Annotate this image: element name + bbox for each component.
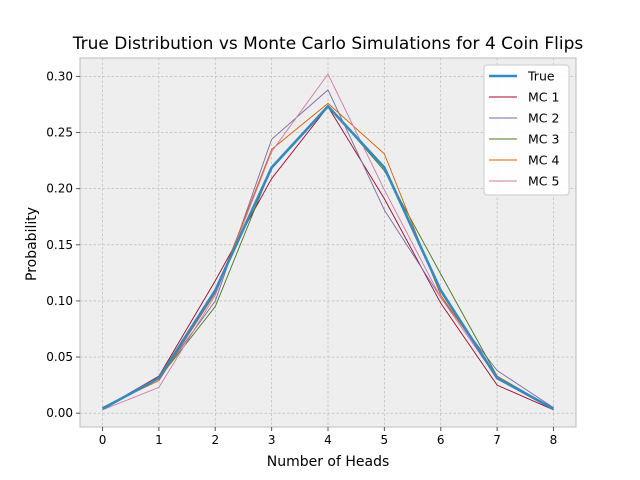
grid bbox=[80, 58, 576, 427]
legend-label: MC 2 bbox=[528, 111, 559, 126]
x-tick-label: 7 bbox=[493, 433, 501, 447]
y-tick-label: 0.25 bbox=[46, 126, 73, 140]
x-tick-label: 5 bbox=[381, 433, 389, 447]
series-line-true bbox=[101, 104, 555, 410]
x-tick-label: 1 bbox=[155, 433, 163, 447]
x-tick-label: 8 bbox=[550, 433, 558, 447]
legend-label: MC 4 bbox=[528, 153, 559, 168]
x-axis-label: Number of Heads bbox=[267, 454, 390, 470]
x-tick-label: 2 bbox=[211, 433, 219, 447]
axis-ticks: 0 1 2 3 4 5 6 7 8 0.00 0.05 0.10 0.15 0.20 0.25 0.30 bbox=[46, 69, 557, 447]
series-line-mc-5 bbox=[102, 73, 554, 411]
legend-box bbox=[483, 64, 570, 196]
x-tick-label: 3 bbox=[268, 433, 276, 447]
x-tick-label: 0 bbox=[99, 433, 107, 447]
legend-label: True bbox=[527, 69, 555, 84]
y-tick-label: 0.30 bbox=[46, 69, 73, 83]
legend-label: MC 3 bbox=[528, 132, 559, 147]
y-tick-label: 0.10 bbox=[46, 294, 73, 308]
x-tick-label: 6 bbox=[437, 433, 445, 447]
series-lines bbox=[101, 73, 555, 411]
legend-label: MC 1 bbox=[528, 90, 559, 105]
x-tick-label: 4 bbox=[324, 433, 332, 447]
chart-title: True Distribution vs Monte Carlo Simulat… bbox=[72, 34, 584, 54]
y-axis-label: Probability bbox=[24, 207, 40, 281]
y-tick-label: 0.00 bbox=[46, 406, 73, 420]
y-tick-label: 0.20 bbox=[46, 182, 73, 196]
series-line-mc-2 bbox=[102, 89, 554, 410]
legend: True MC 1 MC 2 MC 3 MC 4 MC 5 bbox=[483, 64, 570, 196]
y-tick-label: 0.15 bbox=[46, 238, 73, 252]
legend-label: MC 5 bbox=[528, 174, 559, 189]
y-tick-label: 0.05 bbox=[46, 350, 73, 364]
